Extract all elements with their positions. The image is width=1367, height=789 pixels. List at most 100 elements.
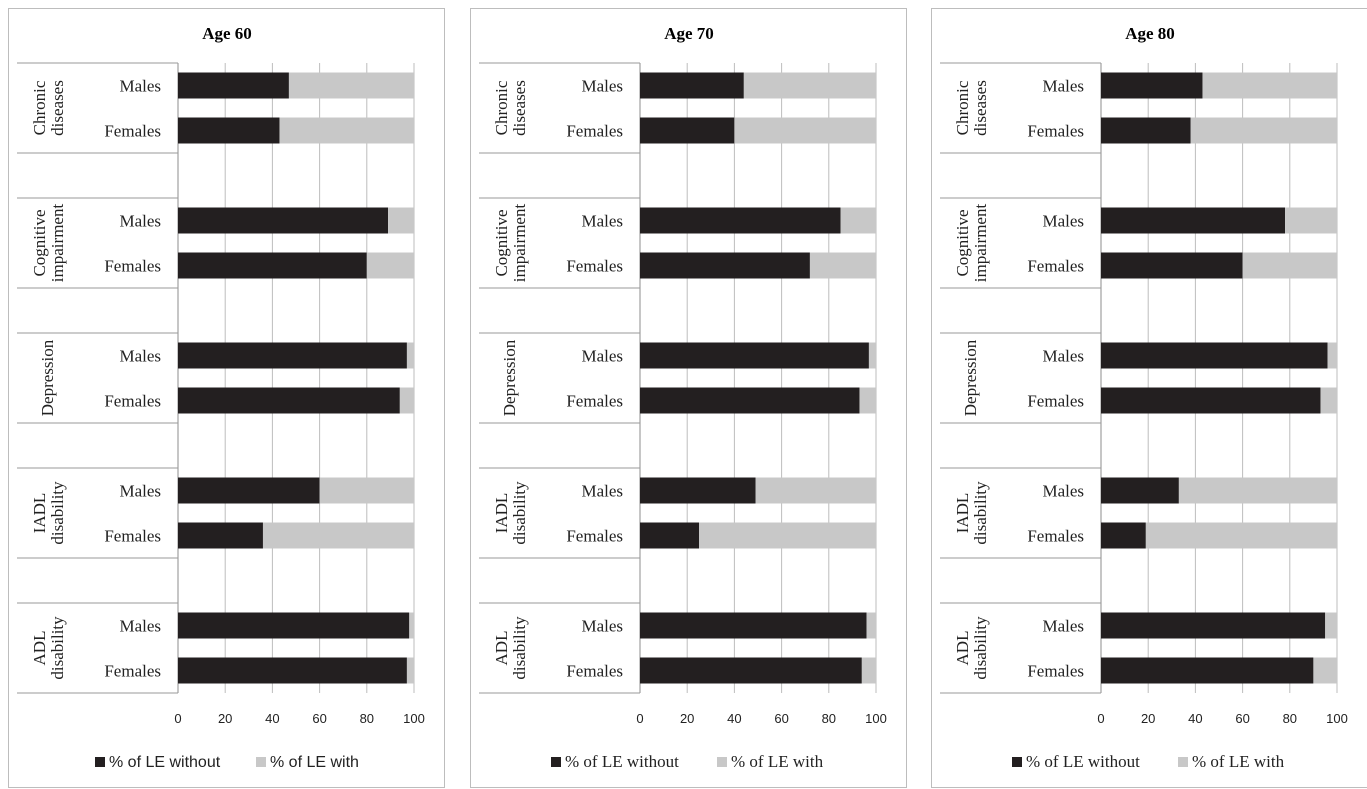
x-tick-label: 80 [360, 711, 374, 726]
bar-without-iadl-disability-females [640, 522, 699, 549]
group-label-line: diseases [48, 80, 67, 136]
x-tick-label: 60 [312, 711, 326, 726]
chart-panel-age-70: Age 70 Chronicdiseases Males Females Cogniti… [470, 8, 907, 788]
bar-without-depression-females [1101, 387, 1321, 414]
bar-with-chronic-diseases-females [1190, 117, 1337, 144]
group-label-adl-disability: ADLdisability [953, 616, 990, 680]
x-tick-label: 0 [174, 711, 181, 726]
row-label-females: Females [104, 122, 161, 141]
group-label-line: disability [510, 481, 529, 545]
group-label-line: ADL [492, 631, 511, 666]
group-label-line: Depression [961, 339, 980, 416]
row-label-males: Males [119, 212, 161, 231]
bar-with-chronic-diseases-males [288, 72, 414, 99]
x-tick-label: 60 [1235, 711, 1249, 726]
chart-svg-age-60: Age 60 Chronicdiseases Males Females Cogniti… [17, 24, 425, 771]
bar-with-iadl-disability-females [262, 522, 414, 549]
bar-with-depression-females [1320, 387, 1337, 414]
row-label-females: Females [566, 392, 623, 411]
row-label-females: Females [1027, 392, 1084, 411]
group-label-cognitive-impairment: Cognitiveimpairment [953, 204, 990, 283]
group-label-depression: Depression [38, 339, 57, 416]
bar-without-chronic-diseases-females [1101, 117, 1191, 144]
group-label-adl-disability: ADLdisability [492, 616, 529, 680]
group-label-line: diseases [971, 80, 990, 136]
bar-without-depression-males [640, 342, 869, 369]
group-label-depression: Depression [961, 339, 980, 416]
bar-with-chronic-diseases-males [1202, 72, 1337, 99]
bar-without-iadl-disability-males [640, 477, 756, 504]
bar-with-adl-disability-females [861, 657, 876, 684]
x-tick-label: 80 [822, 711, 836, 726]
row-label-males: Males [581, 347, 623, 366]
bar-with-adl-disability-females [406, 657, 414, 684]
group-label-line: disability [48, 481, 67, 545]
row-label-males: Males [581, 77, 623, 96]
group-label-adl-disability: ADLdisability [30, 616, 67, 680]
group-label-line: IADL [492, 493, 511, 534]
group-label-cognitive-impairment: Cognitiveimpairment [30, 204, 67, 283]
chart-title: Age 70 [664, 24, 714, 43]
row-label-males: Males [119, 347, 161, 366]
bar-with-cognitive-impairment-males [840, 207, 876, 234]
group-label-line: impairment [48, 204, 67, 283]
bar-with-cognitive-impairment-females [809, 252, 876, 279]
bar-with-adl-disability-males [1325, 612, 1337, 639]
legend-swatch-with [717, 757, 727, 767]
bar-with-chronic-diseases-males [743, 72, 876, 99]
group-label-line: Cognitive [30, 209, 49, 276]
x-tick-label: 20 [680, 711, 694, 726]
bar-with-cognitive-impairment-males [388, 207, 414, 234]
bar-without-adl-disability-males [178, 612, 410, 639]
row-label-females: Females [104, 662, 161, 681]
legend-label-with: % of LE with [731, 752, 824, 771]
x-tick-label: 100 [403, 711, 425, 726]
bar-with-chronic-diseases-females [279, 117, 414, 144]
group-label-line: ADL [953, 631, 972, 666]
row-label-males: Males [581, 617, 623, 636]
bar-without-cognitive-impairment-males [640, 207, 841, 234]
chart-title: Age 60 [202, 24, 252, 43]
group-label-chronic-diseases: Chronicdiseases [492, 80, 529, 136]
group-label-line: disability [971, 616, 990, 680]
bar-without-depression-males [1101, 342, 1328, 369]
bar-without-depression-females [178, 387, 400, 414]
bar-without-cognitive-impairment-females [178, 252, 367, 279]
bar-with-depression-females [859, 387, 876, 414]
x-tick-label: 40 [727, 711, 741, 726]
x-tick-label: 40 [265, 711, 279, 726]
bar-without-adl-disability-females [178, 657, 407, 684]
bar-without-depression-females [640, 387, 860, 414]
row-label-males: Males [119, 617, 161, 636]
bar-without-adl-disability-females [640, 657, 862, 684]
group-label-line: Chronic [492, 80, 511, 135]
bar-without-iadl-disability-females [178, 522, 263, 549]
group-label-line: impairment [510, 204, 529, 283]
group-label-chronic-diseases: Chronicdiseases [953, 80, 990, 136]
bar-without-iadl-disability-females [1101, 522, 1146, 549]
group-label-depression: Depression [500, 339, 519, 416]
group-label-line: diseases [510, 80, 529, 136]
group-label-line: disability [510, 616, 529, 680]
bar-without-iadl-disability-males [178, 477, 320, 504]
bar-with-iadl-disability-females [1145, 522, 1337, 549]
x-tick-label: 0 [1097, 711, 1104, 726]
group-label-line: disability [971, 481, 990, 545]
bar-without-cognitive-impairment-females [1101, 252, 1243, 279]
row-label-females: Females [104, 392, 161, 411]
bar-with-iadl-disability-males [755, 477, 876, 504]
row-label-males: Males [1042, 617, 1084, 636]
bar-without-cognitive-impairment-males [1101, 207, 1286, 234]
bar-with-adl-disability-females [1313, 657, 1337, 684]
legend-swatch-without [551, 757, 561, 767]
group-label-line: ADL [30, 631, 49, 666]
row-label-females: Females [566, 662, 623, 681]
row-label-males: Males [581, 482, 623, 501]
bar-with-adl-disability-males [409, 612, 414, 639]
bar-without-cognitive-impairment-females [640, 252, 810, 279]
bar-with-iadl-disability-females [699, 522, 876, 549]
bar-with-depression-males [868, 342, 876, 369]
legend-swatch-without [1012, 757, 1022, 767]
bar-with-adl-disability-males [866, 612, 876, 639]
bar-without-chronic-diseases-females [640, 117, 735, 144]
